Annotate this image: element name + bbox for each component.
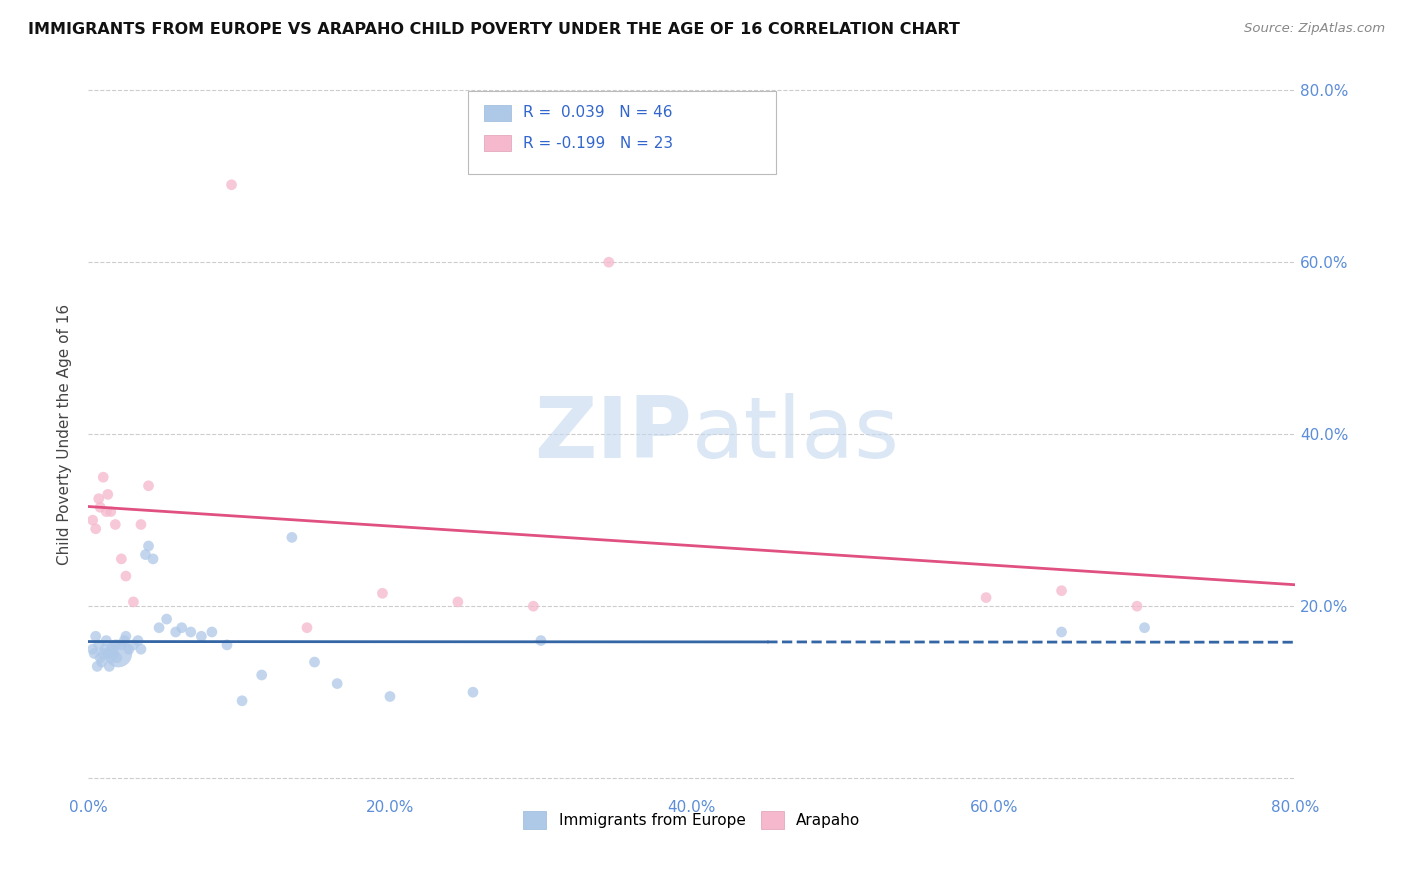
Point <box>447 595 470 609</box>
Point <box>127 633 149 648</box>
Point <box>304 655 326 669</box>
Point <box>221 178 243 192</box>
Point <box>103 647 125 661</box>
Y-axis label: Child Poverty Under the Age of 16: Child Poverty Under the Age of 16 <box>58 303 72 565</box>
Point <box>201 625 224 640</box>
Point <box>115 569 138 583</box>
Point <box>90 655 112 669</box>
Point <box>104 517 127 532</box>
Point <box>1126 599 1149 614</box>
Text: ZIP: ZIP <box>534 392 692 475</box>
Point <box>295 621 318 635</box>
Point <box>115 629 138 643</box>
Point <box>96 505 118 519</box>
Point <box>165 625 187 640</box>
Point <box>91 647 114 661</box>
Point <box>82 513 104 527</box>
FancyBboxPatch shape <box>468 91 776 174</box>
Point <box>100 505 122 519</box>
Point <box>326 676 349 690</box>
Text: atlas: atlas <box>692 392 900 475</box>
Point <box>97 487 120 501</box>
Point <box>89 650 111 665</box>
Point <box>1050 625 1073 640</box>
Text: R = -0.199   N = 23: R = -0.199 N = 23 <box>523 136 673 151</box>
Point <box>129 642 152 657</box>
Point <box>231 694 253 708</box>
Point <box>129 517 152 532</box>
Point <box>1133 621 1156 635</box>
Point <box>190 629 212 643</box>
Point <box>84 629 107 643</box>
FancyBboxPatch shape <box>484 104 510 120</box>
Point <box>138 539 160 553</box>
Point <box>522 599 544 614</box>
Point <box>1050 583 1073 598</box>
Point <box>371 586 394 600</box>
Point <box>84 522 107 536</box>
Point <box>122 638 145 652</box>
Point <box>378 690 401 704</box>
Point <box>94 642 117 657</box>
Point <box>82 642 104 657</box>
Point <box>101 642 124 657</box>
Point <box>110 552 132 566</box>
Text: IMMIGRANTS FROM EUROPE VS ARAPAHO CHILD POVERTY UNDER THE AGE OF 16 CORRELATION : IMMIGRANTS FROM EUROPE VS ARAPAHO CHILD … <box>28 22 960 37</box>
Point <box>112 633 135 648</box>
Point <box>156 612 179 626</box>
Point <box>104 638 127 652</box>
Point <box>87 638 110 652</box>
Text: R =  0.039   N = 46: R = 0.039 N = 46 <box>523 105 672 120</box>
Point <box>215 638 238 652</box>
Point <box>250 668 273 682</box>
Point <box>110 638 132 652</box>
Point <box>974 591 997 605</box>
Point <box>598 255 620 269</box>
Point <box>148 621 170 635</box>
Point <box>180 625 202 640</box>
Point <box>107 647 129 661</box>
Point <box>170 621 193 635</box>
Legend: Immigrants from Europe, Arapaho: Immigrants from Europe, Arapaho <box>517 805 866 835</box>
Point <box>530 633 553 648</box>
Point <box>105 650 128 665</box>
Point <box>138 479 160 493</box>
Point <box>96 633 118 648</box>
Point <box>83 647 105 661</box>
Point <box>134 548 156 562</box>
Point <box>98 659 121 673</box>
Point <box>100 650 122 665</box>
Point <box>91 470 114 484</box>
Point <box>87 491 110 506</box>
Point <box>281 530 304 544</box>
Point <box>86 659 108 673</box>
FancyBboxPatch shape <box>484 135 510 151</box>
Point <box>97 647 120 661</box>
Point <box>89 500 111 515</box>
Text: Source: ZipAtlas.com: Source: ZipAtlas.com <box>1244 22 1385 36</box>
Point <box>118 642 141 657</box>
Point <box>461 685 484 699</box>
Point <box>142 552 165 566</box>
Point <box>122 595 145 609</box>
